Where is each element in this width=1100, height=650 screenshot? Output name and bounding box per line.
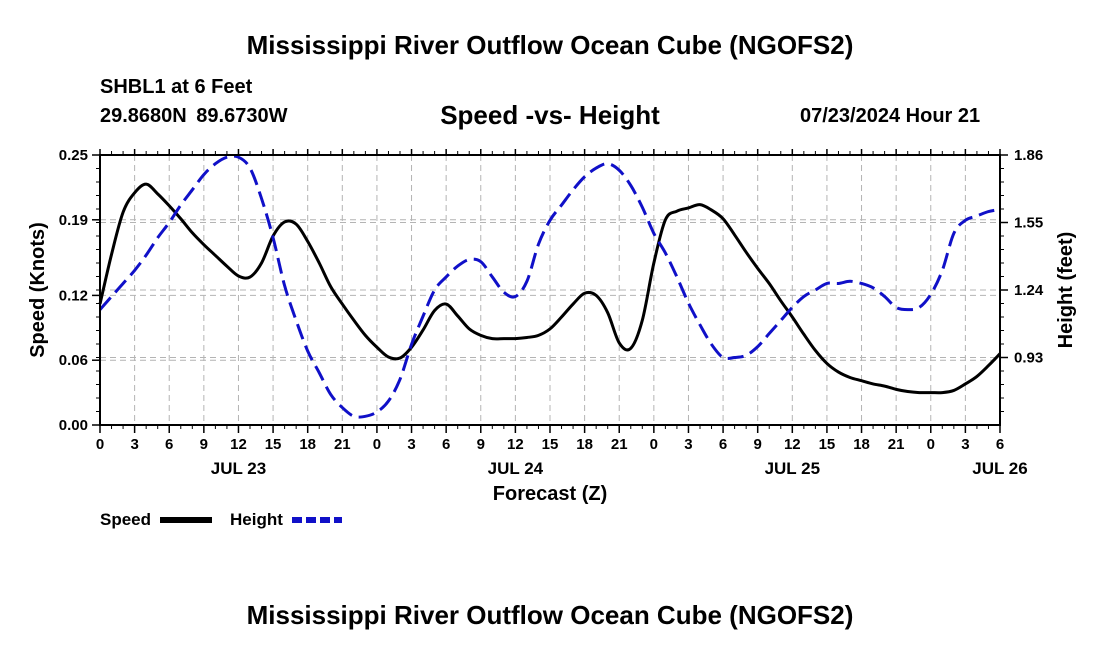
x-tick-label: 15 [819, 436, 836, 453]
day-label: JUL 23 [211, 459, 266, 478]
y-tick-label: 0.19 [59, 212, 88, 229]
x-tick-label: 3 [130, 436, 138, 453]
legend-label-speed: Speed [100, 510, 151, 529]
y2-tick-label: 0.93 [1014, 350, 1043, 367]
x-tick-label: 0 [927, 436, 935, 453]
x-tick-label: 3 [407, 436, 415, 453]
series-line-height [98, 154, 1001, 419]
station-coordinates: 29.8680N 89.6730W [100, 105, 288, 127]
x-tick-label: 6 [442, 436, 450, 453]
x-tick-label: 12 [230, 436, 247, 453]
y2-axis-title: Height (feet) [1055, 232, 1077, 349]
x-tick-label: 18 [576, 436, 593, 453]
x-tick-label: 18 [299, 436, 316, 453]
x-tick-label: 12 [784, 436, 801, 453]
x-tick-label: 0 [96, 436, 104, 453]
y2-tick-label: 1.55 [1014, 215, 1043, 232]
day-label: JUL 25 [765, 459, 820, 478]
x-tick-label: 6 [996, 436, 1004, 453]
grid-layer [100, 154, 1000, 425]
x-tick-label: 21 [334, 436, 351, 453]
axis-layer: 0 3 6 9 12 15 18 21 0 3 6 9 12 15 18 21 0 3 6 9 12 15 18 21 0 3 6 J… [59, 147, 1044, 478]
x-tick-label: 3 [961, 436, 969, 453]
x-tick-label: 9 [754, 436, 762, 453]
x-tick-label: 18 [853, 436, 870, 453]
day-label: JUL 24 [488, 459, 544, 478]
y2-tick-label: 1.86 [1014, 147, 1043, 164]
legend: Speed Height [100, 510, 342, 529]
y-tick-label: 0.06 [59, 352, 88, 369]
chart-main-title: Mississippi River Outflow Ocean Cube (NG… [246, 30, 854, 60]
x-tick-label: 3 [684, 436, 692, 453]
x-tick-label: 15 [265, 436, 282, 453]
x-tick-label: 21 [888, 436, 905, 453]
x-tick-label: 21 [611, 436, 628, 453]
x-tick-label: 0 [373, 436, 381, 453]
x-tick-label: 0 [650, 436, 658, 453]
y2-tick-label: 1.24 [1014, 282, 1044, 299]
station-label: SHBL1 at 6 Feet [100, 76, 253, 98]
y-axis-title: Speed (Knots) [27, 222, 49, 358]
y-tick-label: 0.12 [59, 287, 88, 304]
footer-title: Mississippi River Outflow Ocean Cube (NG… [246, 600, 854, 630]
x-tick-label: 12 [507, 436, 524, 453]
x-tick-label: 9 [200, 436, 208, 453]
forecast-datestamp: 07/23/2024 Hour 21 [800, 105, 981, 127]
y-tick-label: 0.00 [59, 417, 88, 434]
x-tick-label: 6 [165, 436, 173, 453]
series-layer [98, 154, 1002, 419]
x-axis-title: Forecast (Z) [493, 483, 607, 505]
x-tick-label: 9 [477, 436, 485, 453]
x-tick-label: 15 [542, 436, 559, 453]
x-tick-label: 6 [719, 436, 727, 453]
chart-subtitle: Speed -vs- Height [440, 100, 660, 130]
legend-label-height: Height [230, 510, 283, 529]
y-tick-label: 0.25 [59, 147, 88, 164]
series-line-speed [98, 182, 1002, 395]
day-label: JUL 26 [972, 459, 1027, 478]
